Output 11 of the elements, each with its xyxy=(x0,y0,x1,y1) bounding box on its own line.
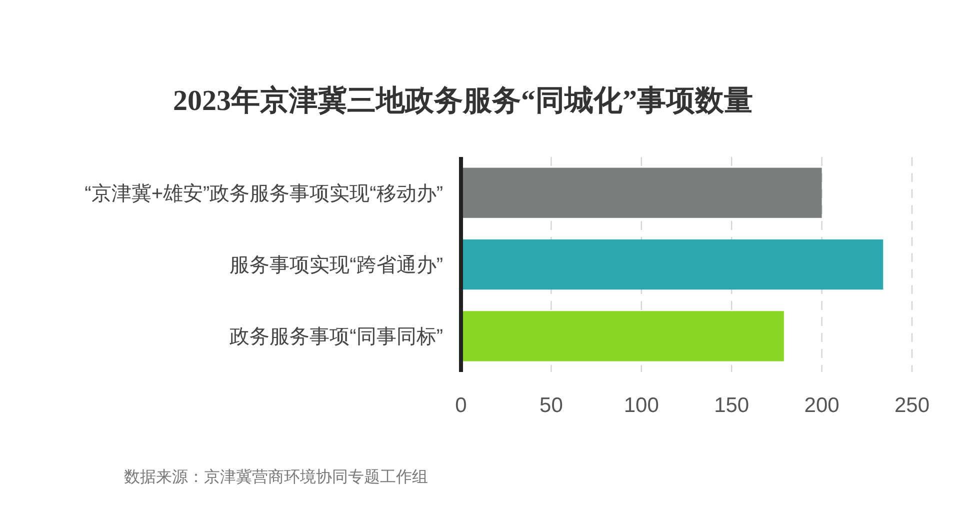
y-tick-label: 政务服务事项“同事同标” xyxy=(230,326,443,348)
x-tick-label: 100 xyxy=(624,394,659,417)
x-tick-label: 150 xyxy=(714,394,750,417)
x-tick-label: 0 xyxy=(455,394,467,417)
x-tick-label: 250 xyxy=(894,394,930,417)
x-tick-label: 50 xyxy=(540,394,563,417)
x-tick-label: 200 xyxy=(804,394,840,417)
chart-title: 2023年京津冀三地政务服务“同城化”事项数量 xyxy=(173,84,753,117)
source-note: 数据来源：京津冀营商环境协同专题工作组 xyxy=(124,468,428,486)
y-tick-label: 服务事项实现“跨省通办” xyxy=(230,254,443,276)
y-tick-label: “京津冀+雄安”政务服务事项实现“移动办” xyxy=(84,182,443,205)
